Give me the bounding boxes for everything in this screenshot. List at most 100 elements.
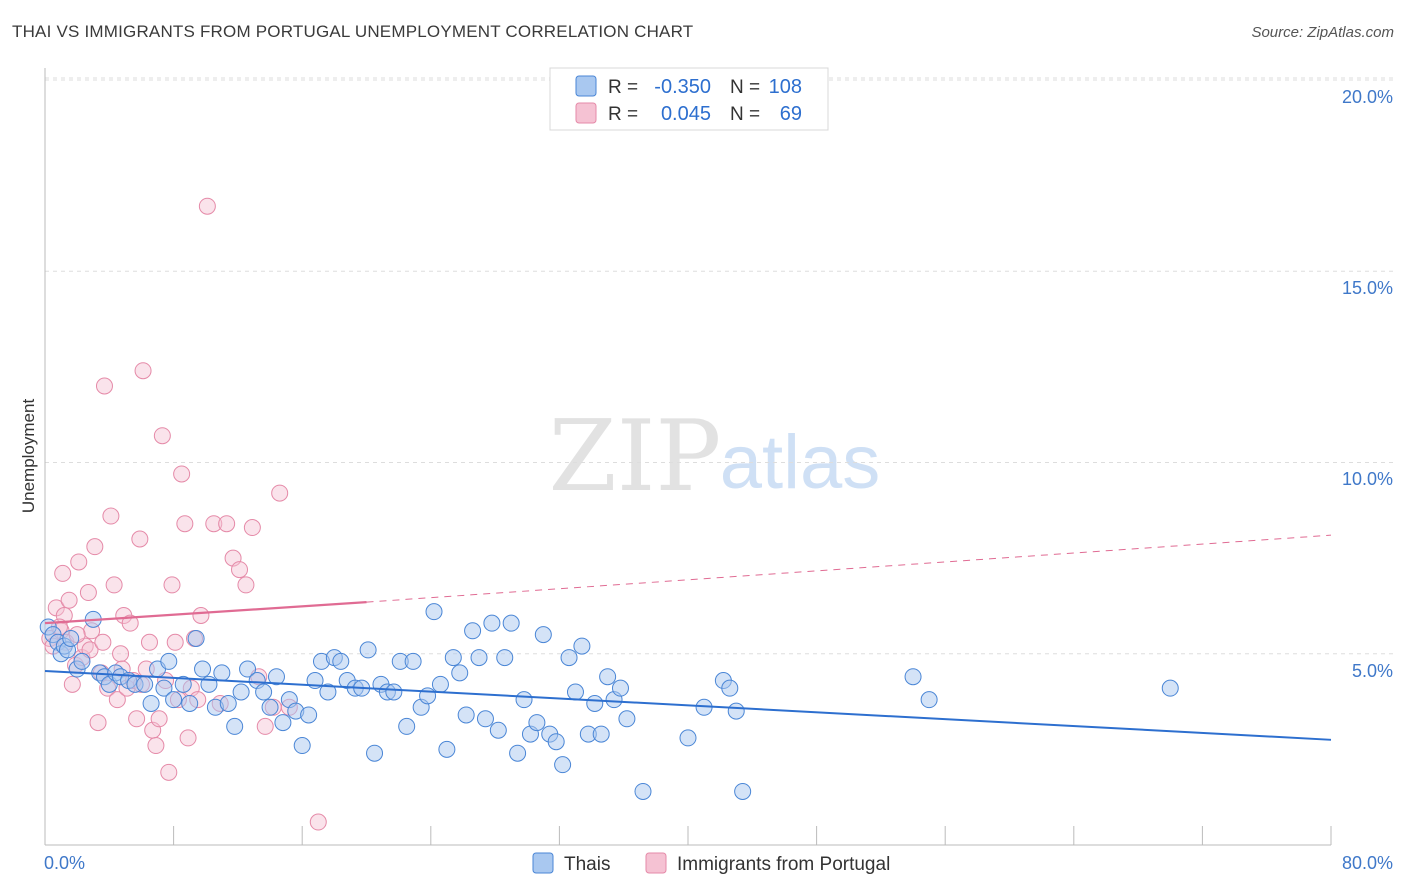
trend-line-portugal [44, 601, 367, 625]
point-portugal-51 [218, 515, 236, 533]
point-thais-22 [165, 691, 183, 709]
point-portugal-4 [54, 564, 72, 582]
point-thais-21 [160, 652, 178, 670]
point-thais-92 [634, 782, 652, 800]
legend-r-value-thais: -0.350 [654, 76, 711, 98]
point-thais-51 [359, 641, 377, 659]
point-thais-81 [554, 756, 572, 774]
point-thais-83 [566, 683, 584, 701]
point-thais-37 [267, 668, 285, 686]
point-thais-65 [451, 664, 469, 682]
point-thais-35 [255, 683, 273, 701]
point-portugal-39 [166, 633, 184, 651]
legend-swatch-portugal [575, 102, 597, 124]
point-portugal-21 [108, 691, 126, 709]
point-thais-90 [611, 679, 629, 697]
trend-line-thais [44, 669, 1332, 741]
point-thais-99 [904, 668, 922, 686]
point-portugal-34 [150, 710, 168, 728]
legend-top: R = -0.350 N = 108 R = 0.045 N = 69 [549, 67, 829, 131]
y-tick-label-10: 10.0% [1342, 469, 1393, 489]
legend-r-label-portugal: R = [608, 104, 638, 125]
point-portugal-9 [70, 553, 88, 571]
y-tick-label-20: 20.0% [1342, 87, 1393, 107]
point-thais-97 [727, 702, 745, 720]
point-thais-31 [226, 717, 244, 735]
x-tick-label-min: 0.0% [44, 853, 85, 873]
point-thais-32 [232, 683, 250, 701]
point-thais-58 [404, 652, 422, 670]
point-portugal-59 [271, 484, 289, 502]
point-portugal-6 [60, 591, 78, 609]
point-portugal-54 [237, 576, 255, 594]
point-portugal-53 [231, 561, 249, 579]
point-thais-77 [528, 714, 546, 732]
point-thais-84 [573, 637, 591, 655]
point-portugal-7 [63, 675, 81, 693]
point-thais-91 [618, 710, 636, 728]
point-thais-75 [515, 691, 533, 709]
legend-n-label-portugal: N = [730, 104, 760, 125]
point-portugal-33 [147, 737, 165, 755]
point-thais-52 [366, 744, 384, 762]
watermark-zip: ZIP [549, 400, 722, 514]
trend-lines [44, 534, 1332, 741]
point-portugal-43 [179, 729, 197, 747]
point-portugal-14 [86, 538, 104, 556]
point-portugal-64 [94, 633, 112, 651]
point-thais-69 [476, 710, 494, 728]
point-thais-33 [239, 660, 257, 678]
point-thais-25 [187, 629, 205, 647]
legend-bottom-label-thais: Thais [564, 854, 610, 875]
point-thais-55 [385, 683, 403, 701]
point-thais-80 [547, 733, 565, 751]
point-portugal-22 [112, 645, 130, 663]
trend-line-portugal-extension [366, 534, 1332, 603]
legend-n-value-portugal: 69 [780, 103, 802, 125]
point-thais-30 [219, 694, 237, 712]
point-portugal-38 [163, 576, 181, 594]
point-thais-66 [457, 706, 475, 724]
point-thais-72 [496, 649, 514, 667]
y-tick-label-15: 15.0% [1342, 278, 1393, 298]
point-thais-98 [734, 782, 752, 800]
point-portugal-41 [173, 465, 191, 483]
legend-bottom-swatch-thais [532, 852, 554, 874]
point-thais-18 [142, 694, 160, 712]
legend-r-label-thais: R = [608, 77, 638, 98]
point-thais-88 [599, 668, 617, 686]
legend-bottom: Thais Immigrants from Portugal [532, 852, 890, 875]
point-portugal-67 [309, 813, 327, 831]
point-thais-67 [464, 622, 482, 640]
point-portugal-37 [160, 763, 178, 781]
legend-bottom-swatch-portugal [645, 852, 667, 874]
legend-n-label-thais: N = [730, 77, 760, 98]
point-thais-70 [483, 614, 501, 632]
point-thais-26 [194, 660, 212, 678]
y-tick-label-5: 5.0% [1352, 661, 1393, 681]
point-thais-38 [274, 714, 292, 732]
series-immigrants-from-portugal [41, 197, 327, 831]
point-thais-73 [502, 614, 520, 632]
x-tick-label-max: 80.0% [1342, 853, 1393, 873]
point-thais-86 [586, 694, 604, 712]
chart-title: THAI VS IMMIGRANTS FROM PORTUGAL UNEMPLO… [12, 22, 694, 41]
point-thais-62 [431, 675, 449, 693]
legend-n-value-thais: 108 [769, 76, 802, 98]
point-thais-63 [438, 740, 456, 758]
point-thais-6 [62, 629, 80, 647]
point-thais-87 [592, 725, 610, 743]
y-axis-label: Unemployment [19, 399, 38, 514]
point-thais-57 [398, 717, 416, 735]
point-portugal-35 [153, 427, 171, 445]
legend-bottom-label-portugal: Immigrants from Portugal [677, 854, 890, 875]
point-thais-78 [534, 626, 552, 644]
point-thais-24 [181, 694, 199, 712]
point-portugal-12 [79, 584, 97, 602]
point-thais-101 [1161, 679, 1179, 697]
point-portugal-47 [192, 607, 210, 624]
point-thais-71 [489, 721, 507, 739]
point-thais-41 [293, 737, 311, 755]
series-thais [39, 603, 1179, 800]
